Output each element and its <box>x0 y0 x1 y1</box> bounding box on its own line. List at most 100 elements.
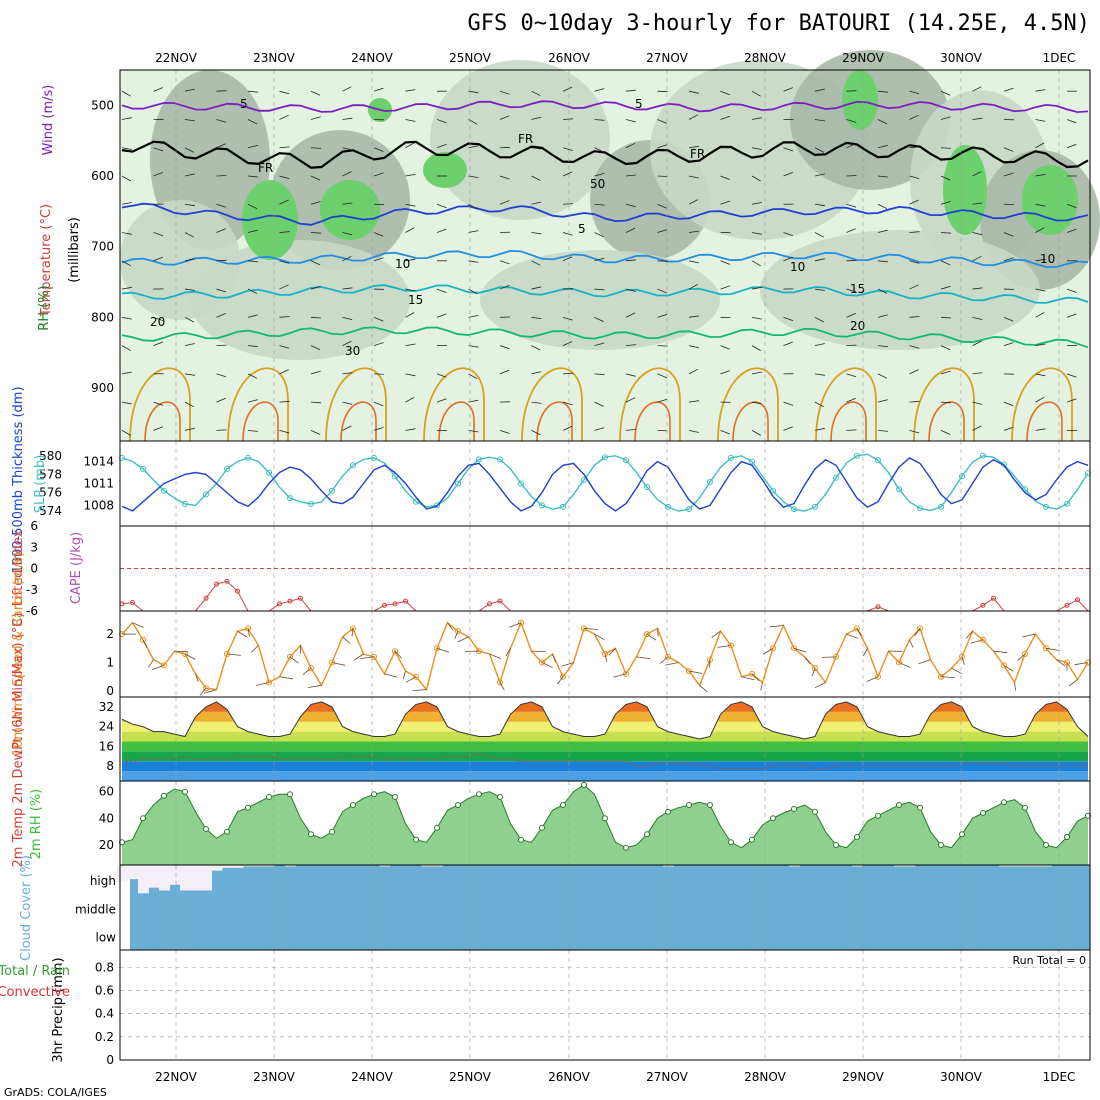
rh2m-point <box>518 836 524 843</box>
wind-barb <box>720 370 731 375</box>
wind-barb <box>594 203 605 206</box>
wind-barb-10m <box>741 676 755 681</box>
rh2m-point <box>287 791 293 798</box>
slp-point <box>308 500 314 507</box>
wind-speed-tick-label: 1 <box>106 656 114 670</box>
wind-barb <box>216 373 227 378</box>
lifted-index-point <box>235 588 240 594</box>
warm-contour-loop-7 <box>815 367 877 442</box>
wind-barb-10m <box>993 650 1008 654</box>
wind-barb <box>1035 288 1046 292</box>
wind-barb <box>657 288 667 294</box>
y-title-temp2m: 2m Temp 2m DewPt (6hr Min/Max) (°C) <box>11 613 26 868</box>
slp-point <box>686 506 692 513</box>
wind-barb <box>688 199 698 205</box>
cloud-high-bar <box>264 865 275 867</box>
wind-barb <box>216 203 227 208</box>
wind-barb <box>846 203 857 208</box>
wind-barb <box>405 343 416 346</box>
wind-barb <box>940 116 951 120</box>
lifted-index-point <box>875 604 881 610</box>
rh-high-shade-1 <box>320 180 380 240</box>
wind-barb <box>499 200 510 205</box>
cloud-high-bar <box>211 865 223 871</box>
rh2m-point <box>392 794 398 800</box>
wind-barb <box>216 344 227 346</box>
slp-point <box>1064 500 1070 507</box>
thickness-tick-label: 576 <box>39 486 62 500</box>
wind-barb <box>342 147 353 151</box>
wind-barb-10m <box>132 622 144 628</box>
wind-barb <box>531 116 542 120</box>
wind-barb <box>1066 398 1077 403</box>
wind-barb <box>499 115 510 120</box>
cloud-high-bar <box>1009 865 1021 867</box>
slp-point <box>581 476 587 483</box>
temperature-contour--5 <box>121 100 1089 114</box>
chart-title: GFS 0~10day 3-hourly for BATOURI (14.25E… <box>467 11 1090 36</box>
wind-barb <box>247 345 258 347</box>
wind-speed-point <box>686 668 692 675</box>
wind-barb <box>877 144 888 149</box>
wind-barb <box>657 229 668 233</box>
wind-barb <box>310 116 321 120</box>
rh2m-point <box>1064 834 1070 840</box>
temperature-contour-FR <box>121 140 1089 169</box>
wind-barb-10m <box>279 676 294 680</box>
wind-barb <box>720 285 731 290</box>
wind-barb <box>1035 312 1045 318</box>
rh2m-point <box>371 791 377 798</box>
precip-tick-label: 0.6 <box>95 984 114 998</box>
cloud-high-bar <box>285 865 296 867</box>
slp-point <box>665 503 671 510</box>
wind-barb <box>531 345 541 351</box>
wind-barb-10m <box>174 650 189 653</box>
wind-barb <box>531 232 542 235</box>
rh2m-point <box>1001 799 1007 806</box>
wind-barb <box>247 373 258 379</box>
wind-barb <box>373 401 384 407</box>
wind-barb-10m <box>1074 662 1089 666</box>
wind-barb-10m <box>184 653 196 660</box>
day-label-bottom: 29NOV <box>842 1070 884 1084</box>
wind-barb <box>846 373 857 378</box>
wind-barb <box>153 401 164 406</box>
wind-barb <box>1003 257 1014 262</box>
wind-barb-10m <box>846 633 859 639</box>
wind-barb-10m <box>940 676 955 678</box>
wind-barb <box>405 428 416 431</box>
contour-label: 5 <box>240 97 248 111</box>
wind-barb <box>751 345 761 351</box>
wind-barb <box>972 147 983 151</box>
cloud-high-bar <box>432 865 443 867</box>
wind-barb <box>531 316 542 319</box>
wind-barb <box>814 288 825 291</box>
wind-barb <box>972 171 982 177</box>
wind-barb-10m <box>821 656 837 658</box>
wind-barb-10m <box>447 622 454 631</box>
wind-barb <box>310 147 322 149</box>
wind-barb <box>1003 426 1014 431</box>
wind-barb <box>846 228 856 233</box>
wind-barb-10m <box>402 670 406 680</box>
wind-barb <box>657 345 668 347</box>
wind-barb <box>1003 87 1014 92</box>
rh2m-point <box>707 802 713 808</box>
wind-speed-point <box>161 662 167 669</box>
wind-barb-10m <box>251 645 259 653</box>
thickness-tick-label: 580 <box>39 449 62 463</box>
lifted-index-point <box>224 578 230 584</box>
wind-barb <box>877 314 888 318</box>
wind-barb <box>720 260 730 265</box>
cloud-high-bar <box>180 865 191 891</box>
rh2m-point <box>140 815 146 822</box>
wind-barb <box>499 284 510 290</box>
wind-barb <box>940 260 951 266</box>
wind-barb <box>562 171 573 177</box>
rh2m-point <box>833 842 839 848</box>
wind-barb-10m <box>412 689 427 691</box>
slp-point <box>371 454 377 461</box>
wind-barb <box>216 228 226 233</box>
wind-barb <box>562 256 573 262</box>
wind-barb-10m <box>709 659 711 668</box>
